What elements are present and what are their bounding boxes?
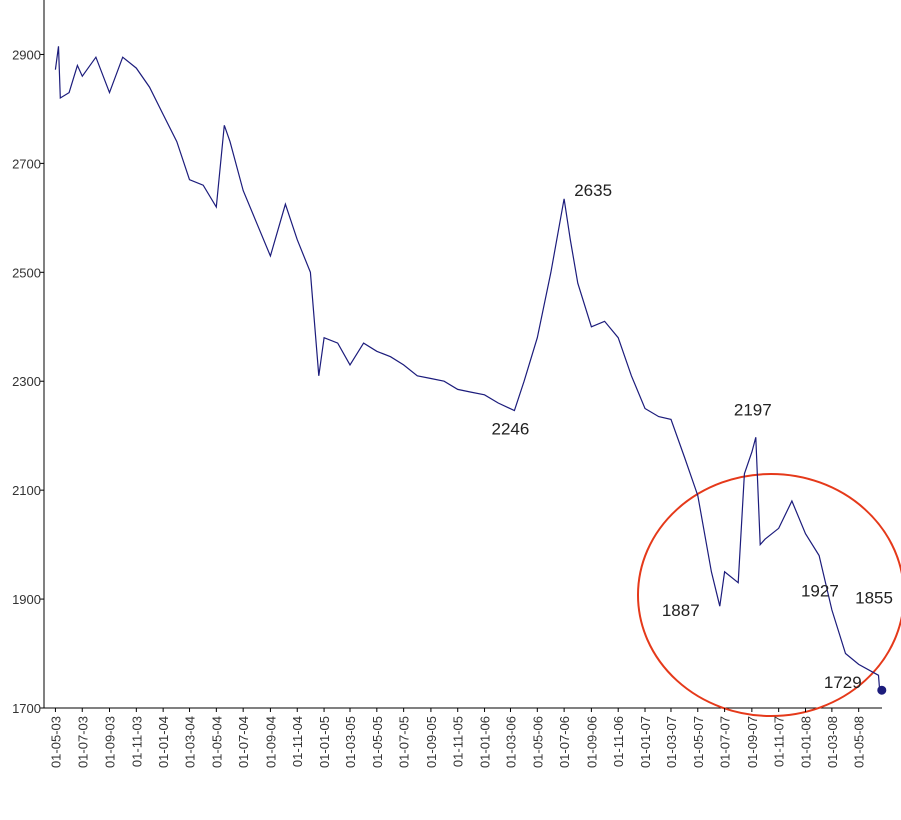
x-tick-label: 01-05-04 bbox=[209, 716, 224, 768]
x-tick-label: 01-01-08 bbox=[798, 716, 813, 768]
annotation: 1927 bbox=[801, 581, 839, 600]
x-tick-label: 01-05-05 bbox=[370, 716, 385, 768]
annotation: 2246 bbox=[492, 420, 530, 439]
x-tick-label: 01-05-06 bbox=[530, 716, 545, 768]
y-tick-label: 2700 bbox=[12, 156, 41, 171]
x-tick-label: 01-05-07 bbox=[691, 716, 706, 768]
x-tick-label: 01-09-05 bbox=[424, 716, 439, 768]
x-tick-label: 01-09-06 bbox=[584, 716, 599, 768]
x-tick-label: 01-09-04 bbox=[263, 716, 278, 768]
x-tick-label: 01-07-05 bbox=[397, 716, 412, 768]
x-tick-label: 01-07-03 bbox=[75, 716, 90, 768]
x-tick-label: 01-01-05 bbox=[317, 716, 332, 768]
y-tick-label: 1900 bbox=[12, 592, 41, 607]
annotation: 1887 bbox=[662, 601, 700, 620]
x-tick-label: 01-07-04 bbox=[236, 716, 251, 768]
x-tick-label: 01-11-05 bbox=[451, 716, 466, 767]
x-tick-label: 01-11-03 bbox=[129, 716, 144, 767]
x-tick-label: 01-07-07 bbox=[718, 716, 733, 768]
x-tick-label: 01-03-04 bbox=[183, 716, 198, 768]
annotation: 2197 bbox=[734, 400, 772, 419]
x-tick-label: 01-07-06 bbox=[557, 716, 572, 768]
x-tick-label: 01-11-06 bbox=[611, 716, 626, 767]
x-tick-label: 01-01-04 bbox=[156, 716, 171, 768]
x-tick-label: 01-03-05 bbox=[343, 716, 358, 768]
x-tick-label: 01-03-08 bbox=[825, 716, 840, 768]
annotation: 2635 bbox=[574, 181, 612, 200]
x-tick-label: 01-01-06 bbox=[478, 716, 493, 768]
x-tick-label: 01-05-08 bbox=[852, 716, 867, 768]
x-tick-label: 01-09-07 bbox=[745, 716, 760, 768]
y-tick-label: 2300 bbox=[12, 374, 41, 389]
y-tick-label: 2100 bbox=[12, 483, 41, 498]
x-tick-label: 01-05-03 bbox=[48, 716, 63, 768]
x-tick-label: 01-11-07 bbox=[772, 716, 787, 767]
y-tick-label: 2500 bbox=[12, 265, 41, 280]
x-tick-label: 01-03-07 bbox=[664, 716, 679, 768]
y-tick-label: 2900 bbox=[12, 47, 41, 62]
end-marker bbox=[877, 685, 887, 695]
x-tick-label: 01-09-03 bbox=[103, 716, 118, 768]
x-tick-label: 01-03-06 bbox=[503, 716, 518, 768]
annotation: 1729 bbox=[824, 673, 862, 692]
y-tick-label: 1700 bbox=[12, 701, 41, 716]
line-series bbox=[54, 46, 881, 693]
annotation: 1855 bbox=[855, 589, 893, 608]
highlight-ellipse bbox=[637, 473, 901, 717]
x-tick-label: 01-11-04 bbox=[290, 716, 305, 767]
x-tick-label: 01-01-07 bbox=[638, 716, 653, 768]
